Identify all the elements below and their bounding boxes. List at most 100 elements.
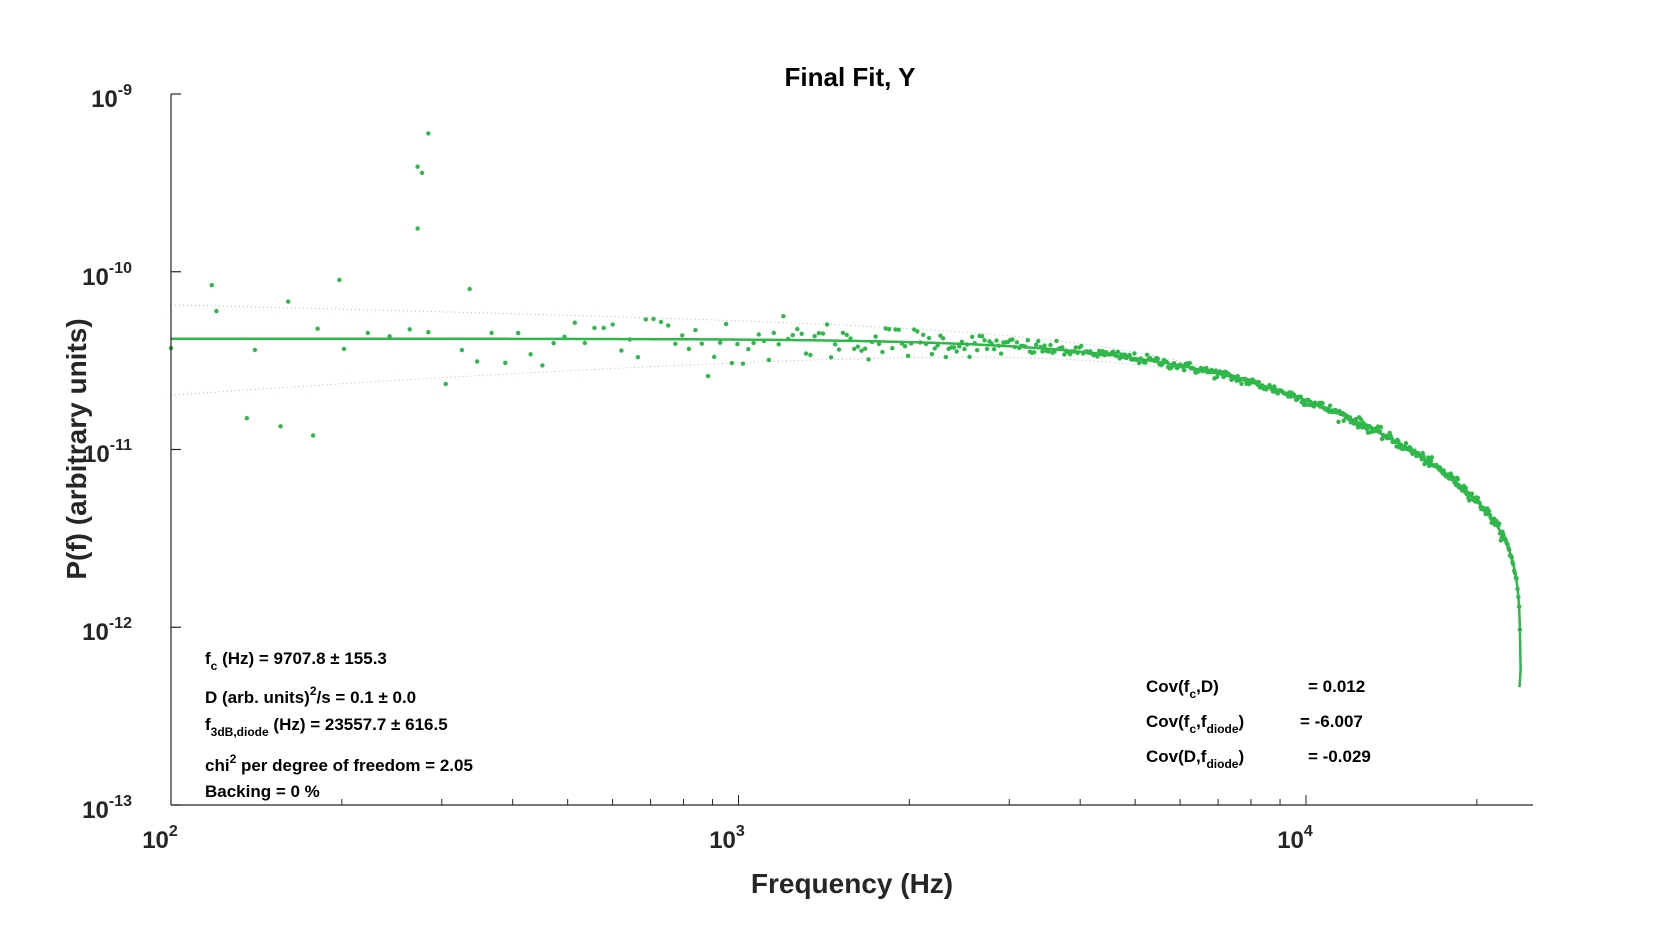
data-point: [886, 327, 892, 332]
data-point: [852, 346, 857, 352]
data-point: [1358, 417, 1364, 422]
data-point: [680, 333, 685, 338]
data-point: [1036, 338, 1041, 344]
data-point: [1100, 349, 1105, 354]
y-tick-label-1e-13: 10-13: [82, 793, 132, 824]
chi2-annotation: chi2 per degree of freedom = 2.05: [205, 752, 473, 775]
data-point: [686, 346, 692, 352]
outlier-point: [426, 131, 431, 136]
data-point: [341, 346, 347, 352]
data-point: [943, 354, 949, 360]
data-point: [866, 357, 871, 362]
outlier-point: [310, 433, 316, 438]
data-point: [984, 346, 990, 352]
outlier-point: [278, 424, 283, 429]
data-point: [1010, 337, 1015, 342]
data-point: [1143, 360, 1148, 365]
data-point: [1048, 342, 1053, 348]
data-point: [932, 346, 937, 351]
data-point: [781, 314, 786, 319]
data-point: [1448, 471, 1454, 476]
data-point: [1429, 455, 1435, 460]
data-point: [1355, 425, 1361, 430]
data-point: [957, 344, 962, 349]
y-tick-label-1e-12: 10-12: [82, 615, 132, 646]
data-point: [718, 340, 723, 345]
data-point: [1046, 349, 1051, 354]
data-point: [935, 343, 940, 348]
data-point: [551, 341, 556, 346]
y-tick-labels: 10-13 10-12 10-11 10-10 10-9: [82, 82, 132, 824]
d-annotation: D (arb. units)2/s = 0.1 ± 0.0: [205, 684, 416, 707]
data-point: [1467, 498, 1472, 503]
data-point: [459, 347, 465, 353]
data-point: [635, 355, 641, 360]
data-point: [643, 317, 648, 322]
data-point: [915, 329, 920, 334]
data-point: [751, 340, 756, 346]
data-point: [859, 348, 864, 353]
data-point: [873, 334, 878, 339]
data-point: [572, 320, 577, 325]
data-point: [982, 338, 987, 343]
data-point: [540, 363, 545, 368]
data-point: [651, 316, 656, 322]
data-point: [1455, 477, 1461, 482]
data-point: [756, 332, 761, 337]
cov-d-fdiode-annotation: Cov(D,fdiode): [1146, 747, 1244, 771]
y-tick-label-1e-10: 10-10: [82, 260, 132, 291]
data-point: [1040, 349, 1045, 354]
data-point: [832, 342, 838, 347]
data-point: [1475, 495, 1481, 501]
data-point: [601, 325, 606, 331]
data-point: [252, 347, 258, 353]
covariance-box: Cov(fc,D) = 0.012 Cov(fc,fdiode) = -6.00…: [1146, 677, 1371, 771]
data-point: [1132, 351, 1137, 356]
data-point: [673, 341, 678, 346]
data-point: [1042, 343, 1047, 348]
y-axis-label: P(f) (arbitrary units): [61, 318, 92, 579]
data-point: [735, 341, 740, 347]
data-point: [902, 344, 908, 349]
cov-fc-d-value: = 0.012: [1308, 677, 1365, 696]
data-point: [975, 348, 980, 353]
data-point: [1187, 360, 1193, 366]
data-point: [426, 330, 431, 335]
cov-fc-fdiode-annotation: Cov(fc,fdiode): [1146, 712, 1244, 736]
x-minor-ticks: [170, 795, 1478, 805]
data-point: [503, 360, 508, 365]
data-point: [1327, 403, 1333, 408]
data-point: [489, 330, 494, 336]
data-point: [795, 326, 800, 332]
data-point: [905, 353, 911, 358]
y-tick-marks: [171, 93, 181, 806]
plot-area: [168, 131, 1523, 688]
data-point: [1034, 342, 1039, 347]
outlier-point: [415, 164, 420, 169]
data-point: [1214, 374, 1220, 380]
data-point: [929, 351, 935, 357]
data-point: [1182, 368, 1187, 373]
data-point: [824, 322, 830, 327]
data-point: [940, 336, 946, 341]
data-point: [729, 360, 734, 366]
outlier-point: [419, 170, 425, 176]
data-point: [998, 351, 1004, 356]
fc-annotation: fc (Hz) = 9707.8 ± 155.3: [205, 649, 387, 673]
data-point: [1341, 418, 1346, 423]
data-point: [970, 334, 975, 339]
data-point: [1420, 450, 1425, 456]
data-point: [836, 347, 842, 352]
data-point: [705, 373, 711, 379]
data-point: [443, 381, 448, 387]
data-point: [808, 352, 813, 358]
data-point: [1060, 345, 1065, 350]
outlier-point: [209, 283, 214, 288]
data-point: [880, 349, 885, 355]
outlier-point: [244, 416, 249, 421]
data-point: [315, 326, 320, 331]
x-tick-labels: 102 103 104: [142, 823, 1313, 854]
data-point: [1097, 348, 1102, 354]
outlier-point: [467, 286, 472, 292]
data-point: [820, 331, 826, 336]
